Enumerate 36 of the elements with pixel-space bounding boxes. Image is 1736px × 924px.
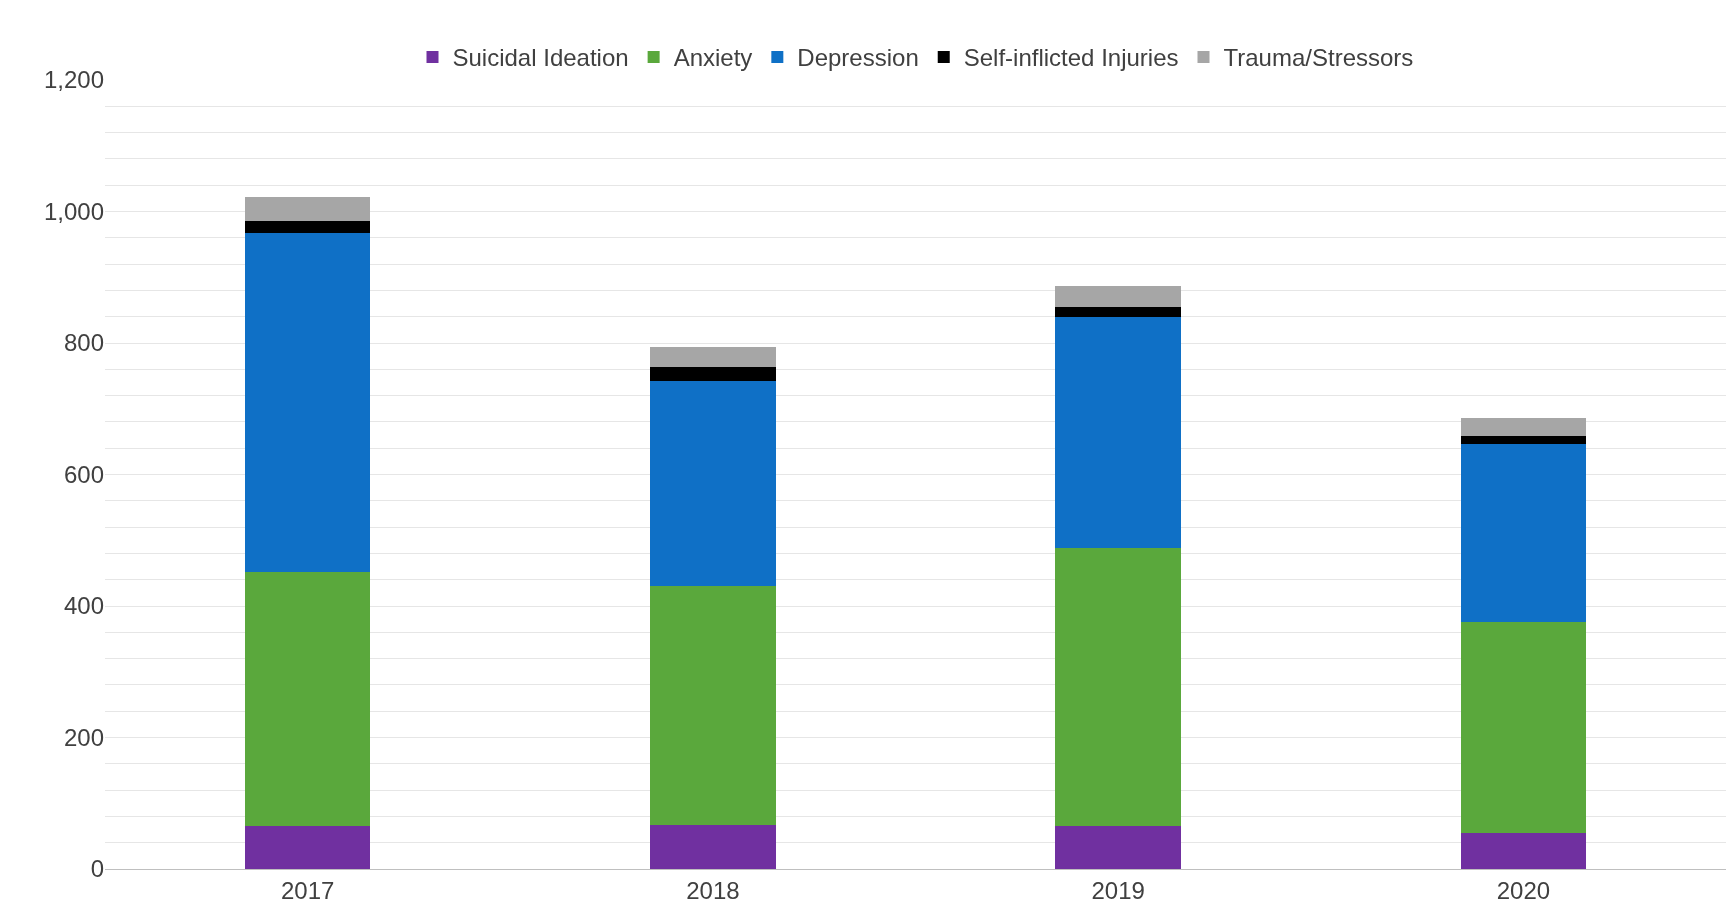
legend-label: Self-inflicted Injuries [963, 44, 1179, 72]
bar [1055, 316, 1181, 549]
bar [650, 346, 776, 368]
x-tick-label: 2018 [686, 876, 740, 904]
legend-label: Anxiety [673, 44, 753, 72]
y-tick-label: 200 [63, 723, 104, 751]
bar [244, 571, 371, 827]
bar [1460, 435, 1587, 444]
bar [650, 824, 776, 869]
bar [650, 367, 776, 382]
y-tick-label: 400 [63, 592, 104, 620]
bar [650, 586, 776, 825]
legend-label: Depression [797, 44, 919, 72]
bar [1460, 443, 1587, 623]
y-tick-label: 1,200 [43, 66, 104, 94]
y-tick-label: 600 [63, 460, 104, 488]
legend-label: Suicidal Ideation [452, 44, 629, 72]
bar [1055, 286, 1181, 307]
bar [1055, 306, 1181, 317]
bar [244, 197, 371, 222]
x-tick-label: 2017 [280, 876, 335, 904]
x-tick-label: 2020 [1496, 876, 1551, 904]
legend-label: Trauma/Stressors [1223, 44, 1414, 72]
bar [1055, 826, 1181, 869]
bar [244, 221, 371, 233]
bar [1055, 548, 1181, 827]
bar [1460, 622, 1587, 833]
y-tick-label: 800 [63, 329, 104, 357]
y-tick-label: 0 [90, 855, 104, 883]
bar [650, 381, 776, 587]
x-tick-label: 2019 [1091, 876, 1145, 904]
bar [1460, 832, 1587, 869]
bar [244, 826, 371, 869]
bar [1460, 417, 1587, 436]
y-tick-label: 1,000 [43, 197, 104, 225]
bar [244, 232, 371, 572]
